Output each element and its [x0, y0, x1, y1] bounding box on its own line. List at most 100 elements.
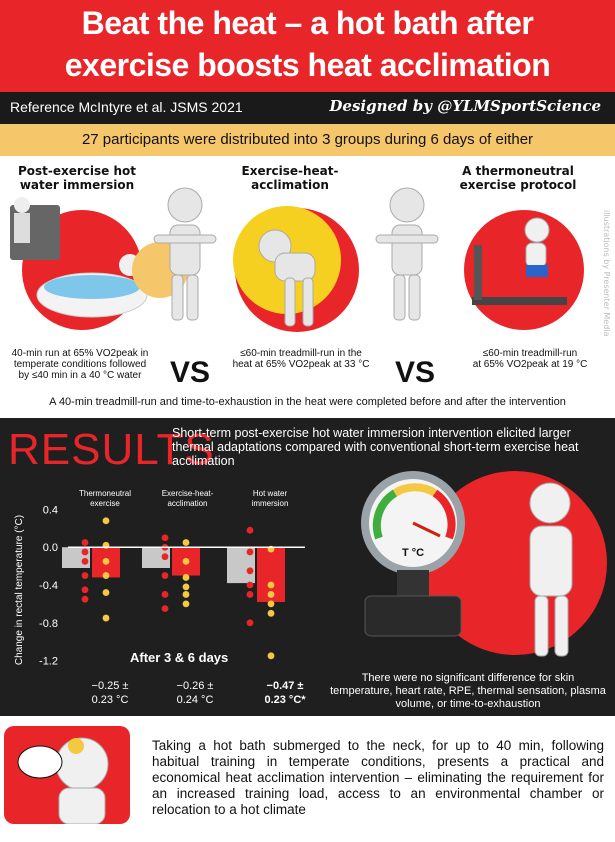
mean-group-3-line-2: 0.23 °C*: [264, 694, 306, 706]
results-title: RESULTS: [8, 425, 215, 474]
methods-footnote: A 40-min treadmill-run and time-to-exhau…: [49, 396, 566, 408]
gauge-green-arc: [372, 489, 398, 540]
gauge-yellow-arc: [392, 483, 438, 497]
title-line-1: Beat the heat – a hot bath after: [81, 5, 534, 41]
mean-group-3: −0.47 ± 0.23 °C*: [245, 679, 325, 707]
vs-label-2: VS: [395, 356, 436, 389]
group-3-title-line-1: A thermoneutral: [462, 164, 574, 178]
group-3-title: A thermoneutral exercise protocol: [438, 164, 598, 192]
idea-illustration: [4, 726, 130, 824]
figure-arms: [153, 234, 217, 244]
results-summary: Short-term post-exercise hot water immer…: [172, 426, 579, 468]
chart-category-2-line-2: acclimation: [167, 499, 208, 508]
data-point: [161, 605, 169, 613]
data-point: [102, 517, 110, 525]
chart-category-2: Exercise-heat- acclimation: [150, 489, 225, 509]
gauge-red-arc: [432, 489, 456, 540]
group-1-desc-line-3: by ≤40 min in a 40 °C water: [18, 370, 142, 381]
mean-group-2-line-1: −0.26 ±: [176, 680, 214, 692]
data-point: [161, 591, 169, 598]
data-point: [81, 595, 89, 603]
chart-category-3-line-2: immersion: [251, 499, 289, 508]
data-point: [81, 539, 89, 546]
hot-figure-leg: [534, 595, 549, 657]
data-point: [81, 557, 89, 565]
intro-text: 27 participants were distributed into 3 …: [81, 131, 534, 148]
data-point: [161, 553, 169, 561]
group-1-desc-line-2: temperate conditions followed: [13, 359, 147, 370]
vs-label-1: VS: [170, 356, 211, 389]
y-tick-label: -0.4: [39, 580, 58, 592]
conclusion-text: Taking a hot bath submerged to the neck,…: [152, 738, 604, 817]
chart-category-3-line-1: Hot water: [252, 489, 288, 498]
runner-head: [524, 217, 550, 243]
chart-category-2-line-1: Exercise-heat-: [161, 489, 214, 498]
data-point: [102, 589, 110, 596]
group-1-desc: 40-min run at 65% VO2peak in temperate c…: [0, 348, 160, 381]
data-point: [267, 581, 275, 589]
data-point: [267, 652, 275, 660]
runner-shorts: [526, 265, 548, 277]
runner-head: [14, 197, 30, 213]
person-figure-1: [153, 187, 217, 321]
data-point: [267, 591, 275, 598]
tired-figure-leg: [284, 277, 296, 327]
bar-day3: [142, 547, 170, 568]
figure-leg-left: [393, 274, 406, 321]
after-days-label: After 3 & 6 days: [130, 650, 229, 665]
mean-group-1: −0.25 ± 0.23 °C: [75, 679, 145, 707]
gauge-pipe: [364, 595, 462, 637]
chart-dots: [81, 517, 275, 660]
group-1-desc-line-1: 40-min run at 65% VO2peak in: [11, 348, 149, 359]
treadmill-post: [474, 245, 482, 300]
lightbulb-icon: [68, 738, 84, 754]
thought-bubble: [17, 745, 63, 779]
title-banner: [0, 0, 615, 92]
mean-group-1-line-1: −0.25 ±: [91, 680, 129, 692]
data-point: [267, 600, 275, 608]
thermoneutral-illustration: [464, 210, 584, 330]
group-3-desc: ≤60-min treadmill-run at 65% VO2peak at …: [455, 348, 605, 370]
bath-water: [44, 275, 140, 299]
person-figure-2: [375, 187, 439, 321]
mean-group-2: −0.26 ± 0.24 °C: [160, 679, 230, 707]
y-tick-label: 0.0: [43, 542, 58, 554]
data-point: [246, 591, 254, 598]
data-point: [161, 534, 169, 542]
data-point: [182, 583, 190, 591]
figure-body: [169, 224, 201, 276]
figure-body: [391, 224, 423, 276]
data-point: [182, 600, 190, 608]
figure-leg-right: [408, 274, 421, 321]
data-point: [246, 619, 254, 627]
gauge-needle: [412, 521, 441, 538]
page-title: Beat the heat – a hot bath after exercis…: [0, 2, 615, 86]
data-point: [246, 526, 254, 534]
y-tick-label: -0.8: [39, 618, 58, 630]
group-2-desc-line-1: ≤60-min treadmill-run in the: [240, 348, 362, 359]
data-point: [246, 581, 254, 589]
watermark: illustrations by Presenter Media: [602, 210, 611, 337]
figure-leg-right: [186, 274, 199, 321]
data-point: [182, 557, 190, 565]
data-point: [81, 586, 89, 594]
chart-category-1-line-2: exercise: [90, 499, 120, 508]
figure-head: [167, 187, 203, 223]
intro-band: [0, 124, 615, 156]
gauge-label: T °C: [402, 547, 424, 559]
hot-figure-leg-2: [554, 595, 569, 657]
data-point: [161, 572, 169, 579]
treadmill-belt: [472, 297, 567, 305]
data-point: [81, 572, 89, 579]
no-difference-note: There were no significant difference for…: [330, 672, 606, 710]
data-point: [102, 572, 110, 579]
designer-credit: Designed by @YLMSportScience: [329, 97, 601, 115]
runner-body: [14, 213, 30, 243]
chart-y-ticks: 0.4 0.0 -0.4 -0.8 -1.2: [39, 504, 58, 667]
group-3-title-line-2: exercise protocol: [459, 178, 577, 192]
gauge-stem: [397, 570, 429, 598]
mean-group-1-line-2: 0.23 °C: [91, 694, 129, 706]
data-point: [102, 557, 110, 565]
group-1-title-line-1: Post-exercise hot: [17, 164, 137, 178]
y-tick-label: -1.2: [39, 656, 58, 668]
